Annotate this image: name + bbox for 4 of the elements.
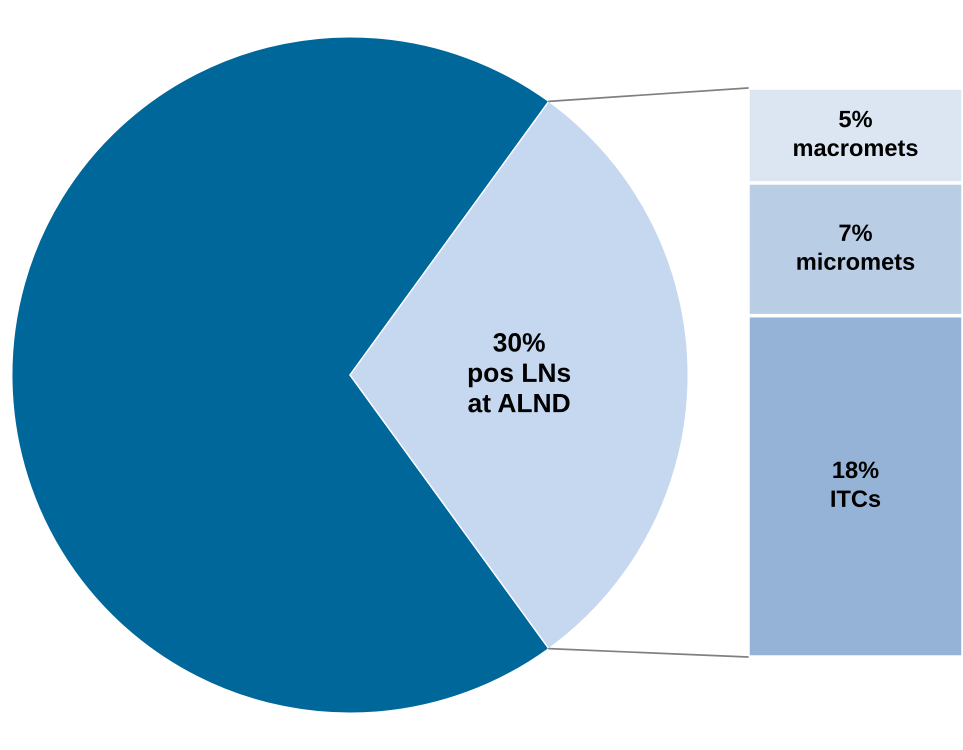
data-label: 5% macromets [794, 110, 918, 156]
data-label: 7% micromets [797, 224, 914, 270]
data-label: 18% ITCs [832, 461, 880, 508]
slice-label: 30% pos LNs at ALND [468, 333, 570, 412]
